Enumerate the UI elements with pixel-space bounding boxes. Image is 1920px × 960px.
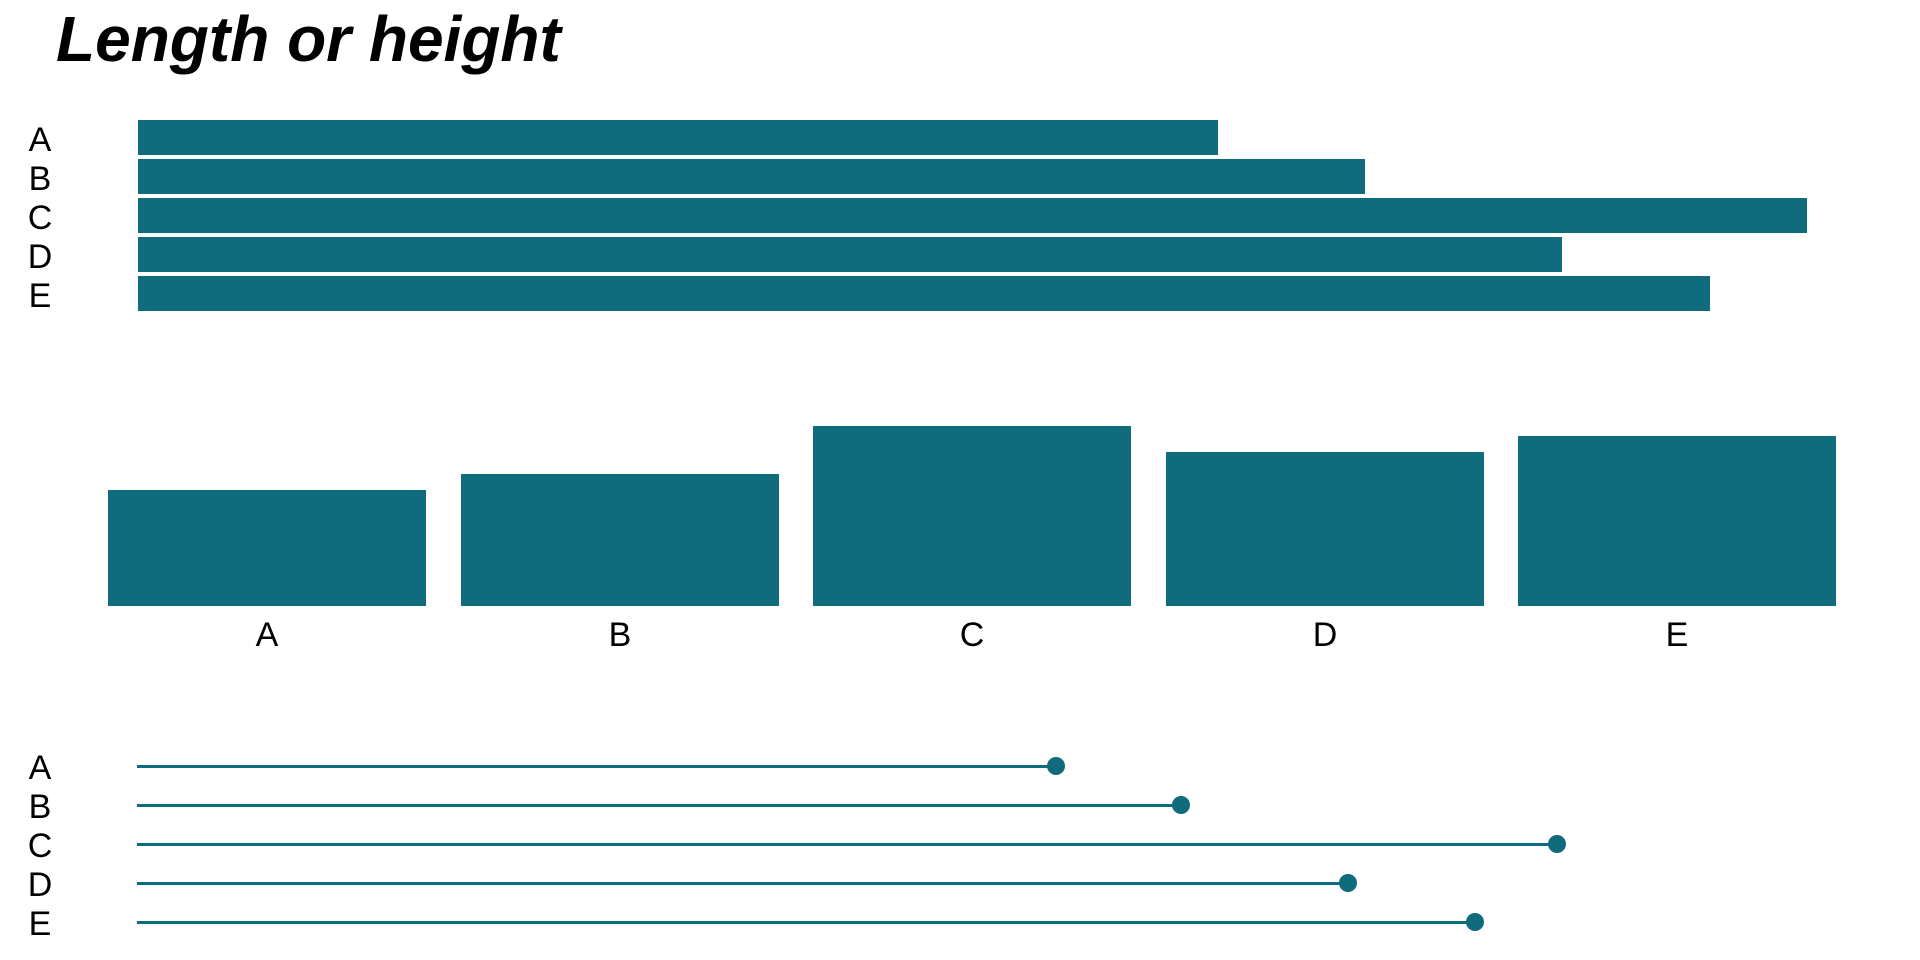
lollipop-line-A — [137, 765, 1056, 768]
category-label: C — [27, 827, 53, 865]
vbar-A — [108, 490, 426, 606]
hbar-A — [138, 120, 1218, 155]
lollipop-line-B — [137, 804, 1181, 807]
category-label: D — [27, 866, 53, 904]
hbar-C — [138, 198, 1807, 233]
lollipop-dot-D — [1339, 874, 1357, 892]
vbar-D — [1166, 452, 1484, 606]
hbar-B — [138, 159, 1365, 194]
vbar-E — [1518, 436, 1836, 606]
category-label: A — [28, 120, 52, 159]
lollipop-dot-C — [1548, 835, 1566, 853]
category-label: C — [959, 616, 985, 654]
category-label: D — [1312, 616, 1338, 654]
lollipop-dot-B — [1172, 796, 1190, 814]
hbar-D — [138, 237, 1562, 272]
lollipop-line-C — [137, 843, 1557, 846]
category-label: B — [28, 159, 52, 198]
category-label: A — [255, 616, 279, 654]
category-label: B — [608, 616, 632, 654]
lollipop-line-D — [137, 882, 1348, 885]
category-label: E — [28, 905, 52, 943]
lollipop-line-E — [137, 921, 1475, 924]
category-label: E — [1665, 616, 1689, 654]
category-label: D — [27, 237, 53, 276]
category-label: E — [28, 276, 52, 315]
lollipop-dot-A — [1047, 757, 1065, 775]
figure-title: Length or height — [56, 3, 561, 75]
category-label: B — [28, 788, 52, 826]
hbar-E — [138, 276, 1710, 311]
category-label: C — [27, 198, 53, 237]
vbar-C — [813, 426, 1131, 606]
lollipop-dot-E — [1466, 913, 1484, 931]
category-label: A — [28, 749, 52, 787]
vbar-B — [461, 474, 779, 606]
